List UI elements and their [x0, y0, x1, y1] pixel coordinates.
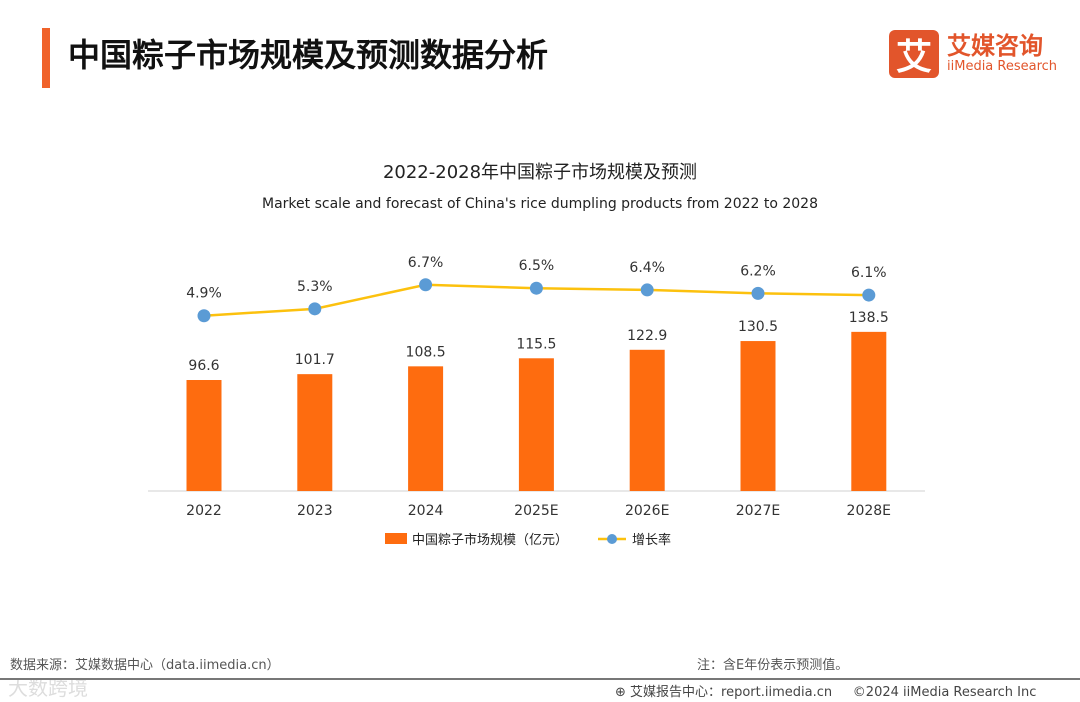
page-title: 中国粽子市场规模及预测数据分析	[68, 36, 549, 74]
bar	[740, 341, 776, 491]
growth-rate-point	[308, 302, 322, 316]
logo-mark: 艾	[889, 30, 939, 78]
growth-rate-label: 6.5%	[519, 258, 555, 274]
legend-bar-label: 中国粽子市场规模（亿元）	[412, 532, 568, 548]
bar-value-label: 108.5	[406, 344, 446, 360]
copyright: ©2024 iiMedia Research Inc	[852, 685, 1037, 700]
footer-credit: ⊕ 艾媒报告中心：report.iimedia.cn ©2024 iiMedia…	[615, 681, 1036, 700]
growth-rate-point	[640, 283, 654, 297]
growth-rate-point	[751, 286, 765, 300]
bar-value-label: 115.5	[516, 336, 556, 352]
bar	[186, 380, 222, 491]
growth-rate-label: 6.4%	[629, 260, 665, 276]
x-tick-label: 2027E	[736, 503, 780, 519]
bar-value-label: 96.6	[188, 358, 219, 374]
logo-en: iiMedia Research	[947, 59, 1058, 74]
globe-icon: ⊕	[615, 685, 626, 700]
forecast-note: 注：含E年份表示预测值。	[697, 658, 849, 673]
chart: 2022-2028年中国粽子市场规模及预测 Market scale and f…	[148, 162, 925, 548]
chart-subtitle: Market scale and forecast of China's ric…	[262, 196, 818, 212]
bar	[297, 374, 333, 491]
title-accent-bar	[42, 28, 50, 88]
growth-rate-label: 4.9%	[186, 286, 222, 302]
bar-value-label: 130.5	[738, 319, 778, 335]
iimedia-logo: 艾 艾媒咨询 iiMedia Research	[889, 30, 1057, 78]
x-tick-label: 2025E	[514, 503, 558, 519]
growth-rate-point	[419, 278, 433, 292]
watermark: 大数跨境	[8, 676, 88, 700]
legend-bar-swatch	[385, 533, 407, 544]
growth-rate-label: 6.1%	[851, 265, 887, 281]
growth-rate-label: 5.3%	[297, 279, 333, 295]
bar-value-label: 101.7	[295, 352, 335, 368]
growth-rate-label: 6.2%	[740, 263, 776, 279]
footer-divider	[0, 678, 1080, 680]
x-tick-label: 2024	[408, 503, 444, 519]
legend-line-label: 增长率	[632, 532, 671, 548]
legend: 中国粽子市场规模（亿元） 增长率	[385, 532, 671, 548]
bar-value-label: 138.5	[849, 310, 889, 326]
growth-rate-point	[862, 288, 876, 302]
data-source: 数据来源：艾媒数据中心（data.iimedia.cn）	[10, 658, 280, 673]
x-tick-label: 2026E	[625, 503, 669, 519]
x-tick-label: 2022	[186, 503, 222, 519]
bar-value-label: 122.9	[627, 328, 667, 344]
growth-rate-label: 6.7%	[408, 255, 444, 271]
growth-rate-point	[529, 281, 543, 295]
logo-cn: 艾媒咨询	[947, 32, 1043, 60]
report-center: 艾媒报告中心：report.iimedia.cn	[630, 685, 833, 700]
bar	[851, 331, 887, 491]
x-tick-label: 2023	[297, 503, 333, 519]
chart-title: 2022-2028年中国粽子市场规模及预测	[383, 162, 697, 183]
bar	[518, 358, 554, 491]
bar	[408, 366, 444, 491]
growth-rate-point	[197, 309, 211, 323]
bar	[629, 349, 665, 491]
x-tick-label: 2028E	[847, 503, 891, 519]
legend-line-marker	[607, 534, 617, 544]
